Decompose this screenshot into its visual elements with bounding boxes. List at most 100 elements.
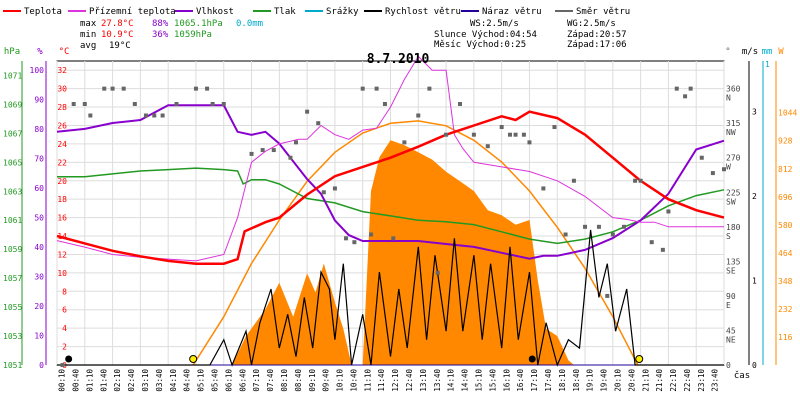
axis-tick-time: 02:10 [113, 369, 122, 392]
stat-sun-rise: Slunce Východ:04:54 [434, 30, 537, 40]
axis-tick-time: 06:10 [224, 369, 233, 392]
legend-label-teplota: Teplota [24, 7, 62, 17]
axis-unit-hpa: hPa [4, 47, 20, 57]
axis-tick-time: 15:10 [475, 369, 484, 392]
axis-tick-time: 06:40 [238, 369, 247, 392]
series-smer-vetru-point [360, 86, 365, 91]
axis-tick-direction: 90 [726, 292, 736, 301]
stat-avg-label: avg [80, 41, 96, 51]
axis-tick-time: 19:40 [600, 369, 609, 392]
axis-tick-direction: S [726, 232, 731, 241]
axis-tick-direction: 135 [726, 257, 741, 266]
axis-tick-pressure: 1059 [3, 245, 22, 254]
axis-tick-temperature: 10 [57, 269, 67, 278]
axis-unit-temp: °C [59, 47, 70, 57]
axis-tick-temperature: 4 [62, 324, 67, 333]
series-smer-vetru-point [527, 140, 532, 145]
series-smer-vetru-point [605, 293, 610, 298]
series-smer-vetru-point [583, 224, 588, 229]
axis-tick-pressure: 1067 [3, 129, 22, 138]
series-smer-vetru-point [132, 101, 137, 106]
axis-tick-solar: 580 [778, 221, 793, 230]
series-smer-vetru-point [649, 240, 654, 245]
axis-tick-time: 08:10 [280, 369, 289, 392]
series-smer-vetru-point [88, 113, 93, 118]
axis-tick-time: 21:10 [641, 369, 650, 392]
axis-tick-humidity: 80 [34, 125, 44, 134]
series-smer-vetru-point [110, 86, 115, 91]
legend-label-smer: Směr větru [576, 7, 630, 17]
axis-tick-solar: 812 [778, 165, 793, 174]
axis-tick-time: 10:40 [349, 369, 358, 392]
axis-tick-temperature: 26 [57, 121, 67, 130]
axis-tick-time: 00:40 [72, 369, 81, 392]
legend-label-prizemni: Přízemní teplota [89, 7, 176, 17]
axis-tick-temperature: 2 [62, 343, 67, 352]
axis-tick-time: 20:10 [613, 369, 622, 392]
axis-tick-humidity: 40 [34, 243, 44, 252]
axis-tick-time: 07:10 [252, 369, 261, 392]
series-smer-vetru-point [102, 86, 107, 91]
legend-label-naraz: Náraz větru [482, 7, 542, 17]
series-smer-vetru-point [435, 270, 440, 275]
series-smer-vetru-point [710, 171, 715, 176]
series-rychlost-vetru [57, 229, 724, 367]
axis-tick-pressure: 1051 [3, 361, 22, 370]
axis-tick-pressure: 1065 [3, 158, 22, 167]
axis-tick-solar: 464 [778, 249, 793, 258]
axis-tick-time: 07:40 [266, 369, 275, 392]
series-smer-vetru-point [294, 140, 299, 145]
axis-tick-pressure: 1057 [3, 274, 22, 283]
axis-tick-solar: 696 [778, 193, 793, 202]
series-smer-vetru-point [143, 113, 148, 118]
axis-tick-direction: 0 [726, 361, 731, 370]
axis-tick-rain: 1 [765, 60, 770, 69]
axis-tick-time: 21:40 [655, 369, 664, 392]
axis-tick-direction: 45 [726, 326, 736, 335]
series-smer-vetru-point [444, 132, 449, 137]
axis-tick-time: 01:10 [85, 369, 94, 392]
series-smer-vetru-point [674, 86, 679, 91]
axis-tick-solar: 232 [778, 305, 793, 314]
axis-tick-direction: E [726, 301, 731, 310]
legend: Teplota Přízemní teplota Vlhkost Tlak Srážky… [3, 7, 630, 17]
axis-tick-direction: NE [726, 335, 736, 344]
series-smer-vetru-point [82, 101, 87, 106]
series-smer-vetru-point [369, 232, 374, 237]
stat-min-hum: 36% [152, 30, 169, 40]
stat-min-press: 1059hPa [174, 30, 212, 40]
marker-sun [189, 355, 198, 363]
series-smer-vetru-point [402, 140, 407, 145]
axis-tick-direction: N [726, 94, 731, 103]
axis-tick-time: 13:40 [433, 369, 442, 392]
series-smer-vetru-point [699, 155, 704, 160]
series-smer-vetru-point [193, 86, 198, 91]
series-smer-vetru-point [249, 151, 254, 156]
stat-sun-set: Západ:20:57 [567, 30, 627, 40]
axis-tick-time: 17:10 [530, 369, 539, 392]
axis-tick-time: 11:10 [363, 369, 372, 392]
series-smer-vetru-point [427, 86, 432, 91]
stat-moon-rise: Měsíc Východ:0:25 [434, 40, 526, 50]
stat-ws: WS:2.5m/s [470, 19, 519, 29]
axis-tick-time: 05:40 [210, 369, 219, 392]
axis-tick-time: 16:40 [516, 369, 525, 392]
series-smer-vetru-point [666, 209, 671, 214]
marker-sun [635, 355, 644, 363]
axis-tick-pressure: 1063 [3, 187, 22, 196]
series-smer-vetru-point [344, 236, 349, 241]
axis-tick-wind: 2 [752, 192, 757, 201]
stat-max-press: 1065.1hPa [174, 19, 223, 29]
series-solar-theoretical [192, 120, 639, 366]
axis-tick-temperature: 12 [57, 250, 67, 259]
stat-min-temp: 10.9°C [101, 30, 134, 40]
series-smer-vetru-point [416, 113, 421, 118]
stats-panel: max 27.8°C 88% 1065.1hPa 0.0mm min 10.9°… [80, 19, 627, 51]
axis-unit-cas: čas [734, 370, 750, 381]
axis-tick-wind: 3 [752, 108, 757, 117]
axis-tick-time: 22:10 [669, 369, 678, 392]
axis-tick-time: 13:10 [419, 369, 428, 392]
axis-unit-w: W [778, 47, 784, 57]
axis-tick-pressure: 1069 [3, 100, 22, 109]
series-smer-vetru-point [152, 113, 157, 118]
